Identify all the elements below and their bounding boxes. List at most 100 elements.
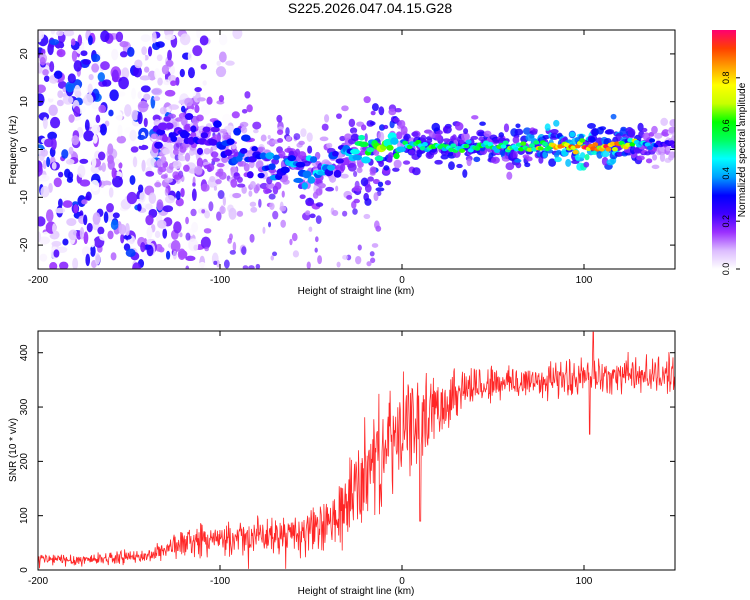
ridge-cell	[463, 143, 470, 149]
noise-blob	[143, 117, 148, 128]
ridge-halo	[211, 157, 221, 162]
scatter-blob	[172, 250, 177, 260]
noise-blob	[62, 200, 73, 208]
y-tick-label: 0	[19, 567, 30, 573]
noise-blob	[129, 175, 136, 186]
ridge-halo	[393, 159, 402, 169]
ridge-cell	[327, 164, 336, 171]
ridge-halo	[443, 126, 452, 134]
ridge-halo	[579, 152, 586, 159]
noise-blob	[107, 230, 114, 240]
noise-blob	[43, 75, 50, 82]
noise-blob	[153, 107, 160, 115]
scatter-blob	[241, 185, 247, 194]
noise-blob	[168, 104, 180, 110]
scatter-blob	[280, 219, 286, 228]
noise-blob	[139, 191, 146, 203]
noise-blob	[38, 30, 45, 40]
scatter-blob	[185, 265, 190, 269]
ridge-halo	[661, 129, 670, 137]
noise-blob	[129, 129, 137, 142]
ridge-halo	[211, 151, 219, 159]
noise-blob	[72, 257, 79, 269]
ridge-halo	[241, 108, 248, 114]
noise-blob	[74, 90, 82, 98]
ridge-halo	[326, 142, 333, 149]
ridge-halo	[394, 107, 402, 113]
ridge-halo	[660, 117, 668, 126]
noise-blob	[232, 30, 243, 40]
noise-blob	[47, 88, 56, 99]
ridge-halo	[411, 131, 419, 137]
ridge-halo	[599, 126, 607, 131]
noise-blob	[140, 241, 146, 253]
ridge-halo	[209, 175, 216, 183]
ridge-halo	[506, 171, 513, 180]
ridge-cell	[533, 140, 540, 145]
ridge-halo	[288, 150, 294, 157]
ridge-cell	[361, 156, 371, 164]
ridge-halo	[498, 132, 505, 138]
noise-blob	[66, 218, 77, 226]
x-tick-label: -100	[210, 576, 230, 587]
ridge-halo	[668, 126, 675, 134]
noise-blob	[132, 156, 138, 168]
ridge-halo	[665, 146, 672, 152]
ridge-halo	[569, 131, 576, 138]
noise-blob	[187, 67, 195, 79]
ridge-cell	[668, 140, 675, 145]
noise-blob	[137, 91, 142, 100]
scatter-blob	[190, 208, 197, 217]
y-tick-label: 0	[19, 146, 30, 152]
noise-blob	[165, 59, 174, 67]
noise-blob	[228, 207, 237, 220]
noise-blob	[165, 250, 171, 260]
scatter-blob	[371, 243, 379, 248]
snr-series-line	[38, 331, 675, 569]
ridge-halo	[645, 158, 653, 164]
ridge-halo	[372, 178, 380, 185]
x-tick-label: 0	[399, 576, 405, 587]
ridge-cell	[257, 172, 265, 179]
noise-blob	[124, 223, 130, 236]
scatter-blob	[248, 190, 253, 197]
snr-frame	[37, 330, 676, 571]
ridge-cell	[494, 148, 501, 154]
ridge-halo	[239, 121, 249, 128]
noise-blob	[91, 53, 101, 63]
noise-blob	[50, 116, 61, 129]
ridge-halo	[331, 209, 339, 217]
noise-blob	[132, 262, 141, 269]
noise-blob	[48, 104, 58, 116]
scatter-blob	[272, 251, 278, 257]
ridge-halo	[159, 106, 167, 115]
ridge-halo	[317, 182, 326, 189]
ridge-halo	[589, 136, 596, 143]
scatter-blob	[366, 261, 372, 267]
ridge-halo	[378, 160, 385, 168]
scatter-blob	[208, 201, 214, 212]
noise-blob	[164, 34, 176, 41]
ridge-halo	[387, 157, 393, 163]
scatter-blob	[258, 198, 262, 208]
ridge-halo	[231, 111, 240, 119]
ridge-halo	[553, 119, 560, 127]
ridge-halo	[240, 126, 248, 134]
noise-blob	[117, 124, 123, 137]
ridge-cell	[268, 163, 276, 170]
scatter-blob	[378, 131, 385, 142]
noise-blob	[84, 119, 90, 132]
ridge-halo	[343, 157, 350, 166]
ridge-halo	[175, 137, 184, 143]
ridge-halo	[305, 210, 311, 216]
noise-blob	[137, 134, 146, 141]
ridge-cell	[415, 139, 422, 145]
ridge-halo	[548, 158, 557, 167]
noise-blob	[111, 167, 117, 179]
y-tick-label: 10	[19, 96, 30, 108]
colorbar-gradient	[712, 30, 736, 269]
noise-blob	[175, 198, 184, 207]
ridge-halo	[324, 114, 330, 123]
scatter-blob	[222, 196, 227, 207]
x-tick-label: -200	[28, 576, 48, 587]
